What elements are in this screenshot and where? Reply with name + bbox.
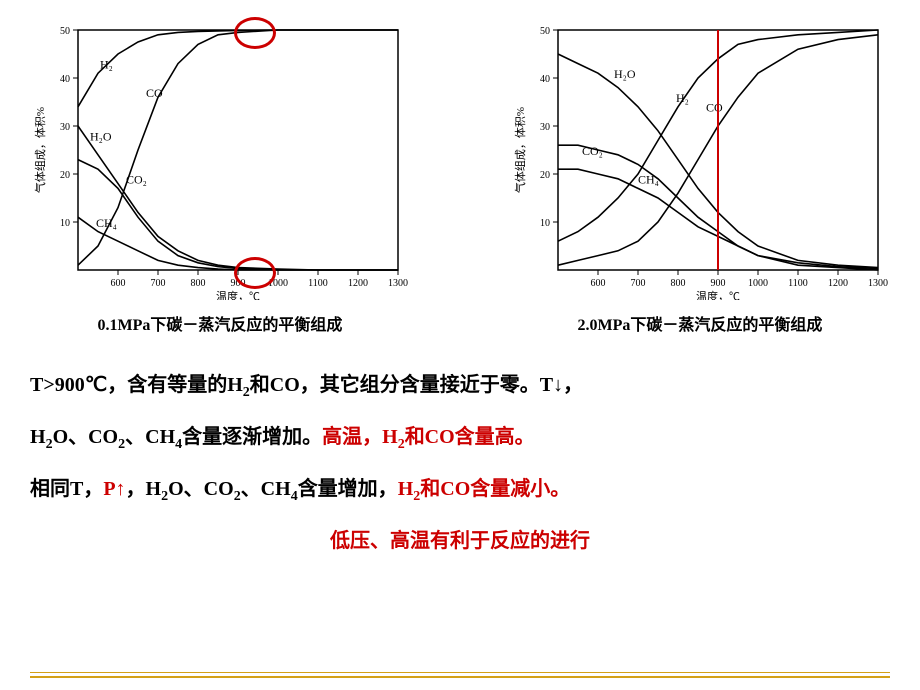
t-p3h: 和CO含量减小。 <box>420 478 570 500</box>
sub-2: 2 <box>243 385 250 400</box>
red-circle-top <box>234 17 276 49</box>
footer-border <box>30 672 890 678</box>
t-p3b: P↑ <box>103 478 125 500</box>
charts-row: 10 20 30 40 50 600 700 800 900 1000 1100 1200 1300 温度… <box>30 20 890 335</box>
svg-text:温度，℃: 温度，℃ <box>696 289 740 300</box>
t-p2d: 含量逐渐增加。 <box>182 426 322 448</box>
svg-text:1100: 1100 <box>788 278 808 289</box>
svg-text:CO₂: CO₂ <box>582 144 603 158</box>
svg-text:CO: CO <box>146 86 163 100</box>
t-p3d: O、CO <box>168 478 234 500</box>
svg-text:1000: 1000 <box>748 278 768 289</box>
paragraph-2: H2O、CO2、CH4含量逐渐增加。高温，H2和CO含量高。 <box>30 417 890 459</box>
svg-text:900: 900 <box>711 278 726 289</box>
red-circle-bottom <box>234 257 276 289</box>
svg-text:700: 700 <box>151 278 166 289</box>
t-p3a: 相同T， <box>30 478 103 500</box>
svg-text:1100: 1100 <box>308 278 328 289</box>
red-vertical-line <box>717 30 719 270</box>
svg-text:10: 10 <box>60 218 70 229</box>
svg-text:50: 50 <box>540 26 550 37</box>
svg-text:20: 20 <box>60 170 70 181</box>
svg-text:40: 40 <box>60 74 70 85</box>
svg-text:800: 800 <box>191 278 206 289</box>
svg-text:H₂O: H₂O <box>90 129 112 143</box>
svg-text:气体组成，体积%: 气体组成，体积% <box>33 107 47 193</box>
svg-text:600: 600 <box>591 278 606 289</box>
t-p2a: H <box>30 426 46 448</box>
svg-text:700: 700 <box>631 278 646 289</box>
t-p2e-txt: 高温，H <box>322 426 398 448</box>
svg-text:800: 800 <box>671 278 686 289</box>
sub-2d: 2 <box>398 437 405 452</box>
t-p3g-wrap: H2和CO含量减小。 <box>398 478 571 500</box>
chart-right-caption: 2.0MPa下碳－蒸汽反应的平衡组成 <box>510 311 890 335</box>
svg-text:H₂O: H₂O <box>614 67 636 81</box>
t-p3g: H <box>398 478 414 500</box>
svg-text:H₂: H₂ <box>100 57 113 71</box>
bottom-conclusion: 低压、高温有利于反应的进行 <box>30 521 890 561</box>
chart-left-caption: 0.1MPa下碳－蒸汽反应的平衡组成 <box>30 311 410 335</box>
svg-text:CH₄: CH₄ <box>638 173 659 187</box>
svg-text:30: 30 <box>540 122 550 133</box>
t-p3c: ，H <box>126 478 162 500</box>
svg-text:1300: 1300 <box>868 278 888 289</box>
paragraph-1: T>900℃，含有等量的H2和CO，其它组分含量接近于零。T↓， <box>30 365 890 407</box>
svg-text:600: 600 <box>111 278 126 289</box>
t-p1b: 和CO，其它组分含量接近于零。T↓， <box>250 374 583 396</box>
t-p2e: 高温，H2和CO含量高。 <box>322 426 535 448</box>
chart-left-svg: 10203040506007008009001000110012001300温度… <box>30 20 410 300</box>
svg-text:温度，℃: 温度，℃ <box>216 289 260 300</box>
paragraph-3: 相同T，P↑，H2O、CO2、CH4含量增加，H2和CO含量减小。 <box>30 469 890 511</box>
chart-right: 10 20 30 40 50 600 700 800 900 1000 1100 1200 1300 温度… <box>510 20 890 335</box>
svg-text:30: 30 <box>60 122 70 133</box>
svg-text:H₂: H₂ <box>676 91 689 105</box>
t-p2b: O、CO <box>53 426 119 448</box>
svg-text:1200: 1200 <box>348 278 368 289</box>
svg-text:CH₄: CH₄ <box>96 216 117 230</box>
svg-text:20: 20 <box>540 170 550 181</box>
svg-text:1200: 1200 <box>828 278 848 289</box>
svg-text:1300: 1300 <box>388 278 408 289</box>
chart-left: 10203040506007008009001000110012001300温度… <box>30 20 410 335</box>
sub-4b: 4 <box>291 489 298 504</box>
t-p2c: 、CH <box>125 426 175 448</box>
chart-right-svg: 10 20 30 40 50 600 700 800 900 1000 1100 1200 1300 温度… <box>510 20 890 300</box>
svg-text:CO₂: CO₂ <box>126 173 147 187</box>
t-p3f: 含量增加， <box>298 478 398 500</box>
svg-text:50: 50 <box>60 26 70 37</box>
t-p1a: T>900℃，含有等量的H <box>30 374 243 396</box>
svg-text:CO: CO <box>706 101 723 115</box>
sub-2f: 2 <box>234 489 241 504</box>
t-p2f: 和CO含量高。 <box>405 426 535 448</box>
t-p3e: 、CH <box>241 478 291 500</box>
svg-text:10: 10 <box>540 218 550 229</box>
explanation-text: T>900℃，含有等量的H2和CO，其它组分含量接近于零。T↓， H2O、CO2… <box>30 365 890 561</box>
svg-text:40: 40 <box>540 74 550 85</box>
svg-text:气体组成，体积%: 气体组成，体积% <box>513 107 527 193</box>
sub-2b: 2 <box>46 437 53 452</box>
